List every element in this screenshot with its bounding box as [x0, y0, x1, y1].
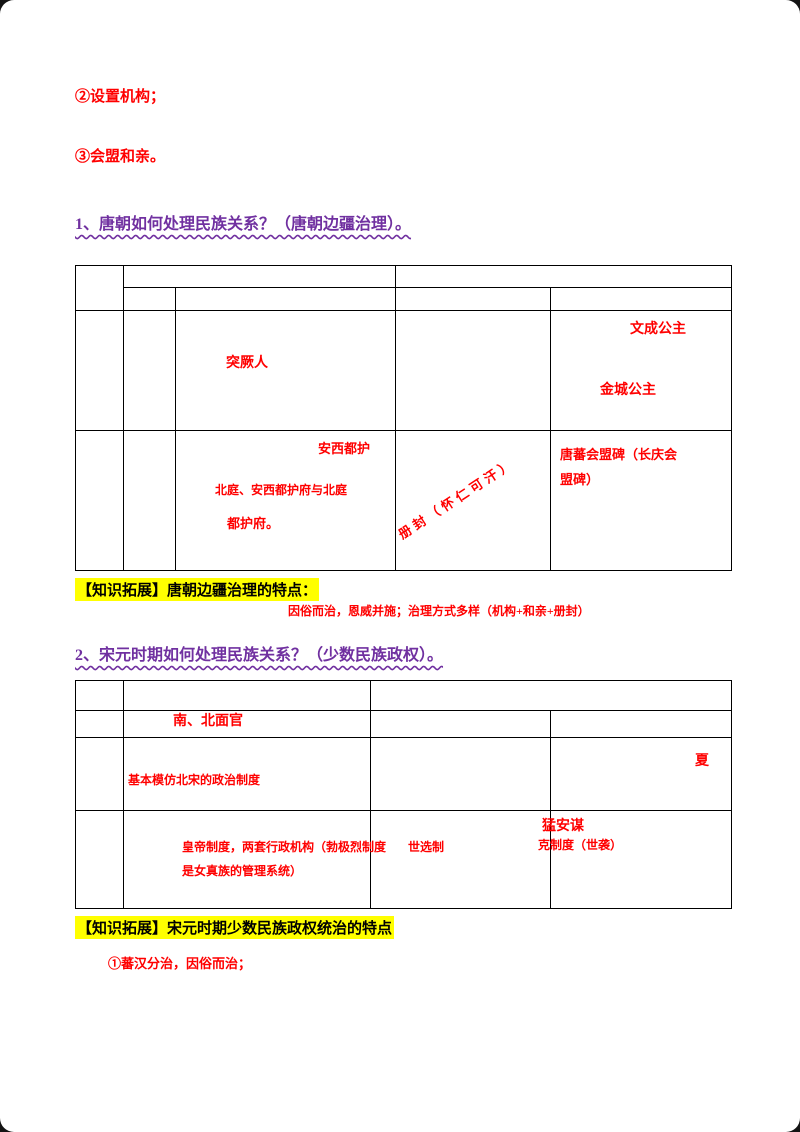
section2-expansion-answer: ①蕃汉分治，因俗而治；: [108, 956, 252, 971]
answer-xia-mark: 夏: [695, 754, 709, 769]
table-cell: [370, 680, 732, 711]
table-cell: [75, 810, 124, 909]
song-yuan-table: [75, 680, 732, 909]
answer-jincheng: 金城公主: [600, 383, 656, 398]
tang-frontier-table: [75, 265, 732, 571]
answer-xixia: 基本模仿北宋的政治制度: [128, 773, 261, 787]
table-cell: [123, 287, 176, 311]
table-cell: [550, 287, 732, 311]
table-cell: [123, 310, 176, 431]
answer-tujue: 突厥人: [226, 356, 268, 371]
answer-jin-1: 皇帝制度，两套行政机构（勃极烈制度: [182, 840, 387, 854]
answer-huimeng-2: 盟碑）: [560, 472, 600, 487]
table-cell: [550, 810, 732, 909]
section1-expansion-answer: 因俗而治，恩威并施；治理方式多样（机构+和亲+册封）: [288, 604, 590, 618]
table-cell: [395, 430, 551, 571]
section1-heading: 1、唐朝如何处理民族关系？（唐朝边疆治理）。: [75, 216, 412, 233]
answer-mengan-2: 克制度（世袭）: [538, 838, 623, 852]
table-cell: [550, 710, 732, 738]
answer-liao: 南、北面官: [173, 714, 243, 729]
table-cell: [75, 265, 124, 311]
table-cell: [175, 287, 396, 311]
answer-jin-2: 是女真族的管理系统）: [182, 864, 303, 878]
answer-note-1: ②设置机构；: [75, 89, 166, 105]
table-cell: [395, 287, 551, 311]
table-cell: [370, 810, 551, 909]
table-cell: [175, 430, 396, 571]
answer-note-2: ③会盟和亲。: [75, 149, 166, 165]
table-cell: [75, 710, 124, 738]
table-cell: [123, 430, 176, 571]
section2-expansion-label: 【知识拓展】宋元时期少数民族政权统治的特点: [75, 916, 395, 939]
table-cell: [123, 680, 371, 711]
section1-expansion-label: 【知识拓展】唐朝边疆治理的特点：: [75, 578, 320, 601]
section2-heading: 2、宋元时期如何处理民族关系？（少数民族政权）。: [75, 647, 444, 664]
table-cell: [123, 810, 371, 909]
table-cell: [370, 710, 551, 738]
table-cell: [123, 265, 396, 288]
table-cell: [175, 310, 396, 431]
answer-huimeng-1: 唐蕃会盟碑（长庆会: [560, 447, 678, 462]
table-cell: [75, 737, 124, 811]
table-cell: [395, 265, 732, 288]
table-cell: [75, 430, 124, 571]
table-cell: [75, 680, 124, 711]
table-cell: [550, 737, 732, 811]
table-cell: [75, 310, 124, 431]
answer-anxi-1: 安西都护: [318, 441, 371, 456]
answer-wencheng: 文成公主: [630, 322, 686, 337]
table-cell: [370, 737, 551, 811]
answer-anxi-2: 北庭、安西都护府与北庭: [215, 483, 348, 497]
table-cell: [395, 310, 551, 431]
answer-anxi-3: 都护府。: [227, 516, 280, 531]
answer-mengan-1: 猛安谋: [542, 819, 584, 834]
table-cell: [550, 430, 732, 571]
answer-shixuan: 世选制: [408, 840, 445, 854]
table-cell: [123, 710, 371, 738]
